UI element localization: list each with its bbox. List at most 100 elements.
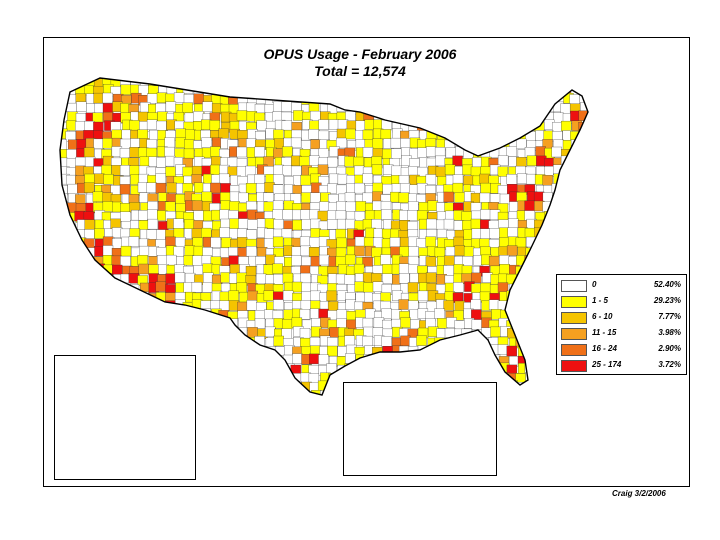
county-cell (246, 83, 258, 95)
county-cell (542, 301, 553, 312)
county-cell (130, 318, 141, 329)
county-cell (444, 128, 455, 139)
county-cell (194, 182, 205, 193)
county-cell (481, 84, 493, 95)
county-cell (184, 139, 195, 150)
county-cell (463, 246, 475, 257)
county-cell (272, 200, 284, 211)
county-cell (507, 78, 519, 86)
county-cell (363, 237, 375, 248)
county-cell (210, 382, 221, 393)
county-cell (327, 301, 339, 312)
county-cell (382, 273, 393, 284)
county-cell (318, 119, 329, 130)
county-cell (515, 309, 527, 321)
county-cell (329, 85, 340, 96)
county-cell (309, 237, 320, 248)
county-cell (346, 85, 357, 96)
county-cell (76, 101, 87, 112)
county-cell (526, 101, 537, 112)
county-cell (425, 256, 437, 267)
county-cell (589, 122, 599, 132)
county-cell (281, 101, 292, 112)
county-cell (544, 354, 555, 365)
county-cell (391, 148, 402, 159)
county-cell (92, 336, 103, 347)
county-cell (155, 182, 167, 194)
county-cell (120, 211, 131, 222)
county-cell (452, 155, 463, 167)
county-cell (416, 101, 428, 112)
county-cell (282, 78, 294, 85)
county-cell (220, 326, 232, 337)
county-cell (454, 130, 466, 141)
county-cell (372, 182, 383, 194)
county-cell (533, 191, 545, 203)
county-cell (535, 391, 547, 395)
county-cell (380, 129, 392, 140)
county-cell (202, 282, 213, 293)
county-cell (60, 264, 69, 275)
alaska-inset-box (54, 355, 196, 480)
county-cell (455, 92, 466, 104)
county-cell (580, 382, 588, 393)
county-cell (427, 111, 438, 122)
county-cell (497, 155, 509, 166)
county-cell (60, 272, 70, 284)
county-cell (183, 255, 194, 266)
county-cell (273, 372, 285, 383)
county-cell (85, 274, 96, 285)
county-cell (535, 255, 546, 266)
county-cell (237, 363, 248, 374)
county-cell (182, 166, 193, 178)
county-cell (137, 255, 148, 266)
county-cell (121, 299, 132, 310)
county-cell (552, 122, 563, 133)
legend-row: 0 52.40% (561, 280, 685, 292)
county-cell (390, 362, 401, 373)
county-cell (317, 164, 329, 175)
county-cell (400, 317, 411, 328)
hawaii-inset-box (343, 382, 497, 476)
county-cell (300, 300, 312, 311)
county-cell (398, 192, 410, 203)
county-cell (211, 83, 223, 94)
county-cell (155, 301, 166, 312)
county-cell (236, 344, 247, 356)
county-cell (580, 391, 588, 395)
legend-range: 25 - 174 (592, 360, 622, 369)
legend-percent: 29.23% (653, 296, 681, 305)
county-cell (263, 201, 275, 213)
county-cell (427, 326, 439, 337)
county-cell (175, 128, 186, 139)
county-cell (416, 335, 427, 346)
county-cell (524, 200, 535, 211)
county-cell (193, 319, 204, 331)
county-cell (526, 264, 537, 275)
county-cell (85, 328, 96, 339)
county-cell (372, 94, 383, 106)
county-cell (488, 129, 500, 140)
county-cell (247, 345, 258, 357)
county-cell (425, 78, 436, 88)
county-cell (158, 308, 169, 319)
county-cell (569, 94, 580, 105)
county-cell (543, 335, 554, 347)
county-cell (470, 128, 481, 140)
county-cell (209, 318, 221, 329)
county-cell (173, 218, 184, 229)
county-cell (345, 218, 356, 230)
county-cell (291, 391, 302, 395)
county-cell (434, 111, 446, 122)
county-cell (76, 283, 87, 295)
county-cell (472, 138, 483, 150)
county-cell (317, 78, 328, 88)
county-cell (202, 78, 213, 86)
county-cell (399, 78, 411, 87)
county-cell (426, 146, 437, 157)
county-cell (345, 254, 356, 266)
county-cell (60, 328, 69, 340)
county-cell (201, 191, 212, 203)
county-cell (246, 246, 257, 257)
county-cell (281, 228, 293, 240)
